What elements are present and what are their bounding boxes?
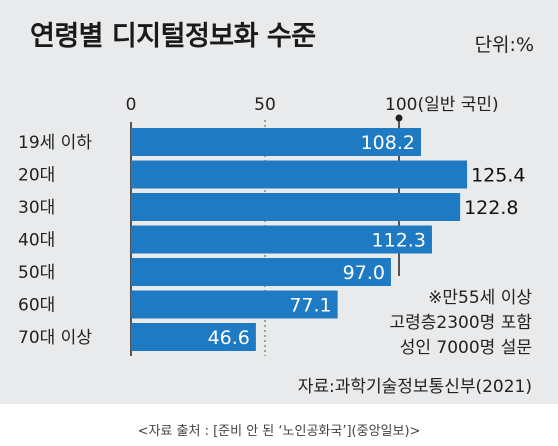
reference-line-dot <box>395 114 403 122</box>
bar-chart: 0 50 100(일반 국민) 19세 이하 108.2 20대 125.4 30대 122.8… <box>18 95 525 356</box>
chart-title: 연령별 디지털정보화 수준 <box>30 21 316 52</box>
note-line-3: 성인 7000명 설문 <box>399 338 532 358</box>
category-label-3: 30대 <box>18 198 55 218</box>
x-tick-label-0: 0 <box>126 95 137 115</box>
category-label-7: 70대 이상 <box>18 328 92 348</box>
source-label: 자료:과학기술정보통신부(2021) <box>297 377 532 397</box>
note-line-2: 고령층2300명 포함 <box>389 313 532 333</box>
value-label-6: 77.1 <box>289 295 331 317</box>
survey-note: ※만55세 이상 고령층2300명 포함 성인 7000명 설문 <box>372 286 532 361</box>
bar-4 <box>131 225 432 254</box>
bar-2 <box>131 160 468 189</box>
bar-3 <box>131 193 461 221</box>
unit-label: 단위:% <box>474 34 534 56</box>
bar-6 <box>131 290 338 319</box>
note-line-1: ※만55세 이상 <box>428 288 532 308</box>
image-caption: <자료 출처 : [준비 안 된 ‘노인공화국’](중앙일보)> <box>137 424 421 439</box>
category-label-6: 60대 <box>18 296 55 316</box>
x-tick-label-50: 50 <box>254 95 276 115</box>
x-tick-label-100: 100(일반 국민) <box>385 95 499 115</box>
category-label-5: 50대 <box>18 263 55 283</box>
bar-5 <box>131 258 391 286</box>
category-label-1: 19세 이하 <box>18 133 92 153</box>
value-label-2: 125.4 <box>471 165 525 187</box>
category-label-2: 20대 <box>18 166 55 186</box>
value-label-1: 108.2 <box>361 132 415 154</box>
bar-7 <box>131 323 256 351</box>
category-label-4: 40대 <box>18 231 55 251</box>
value-label-4: 112.3 <box>372 230 426 252</box>
value-label-3: 122.8 <box>464 197 518 219</box>
value-label-5: 97.0 <box>343 262 385 284</box>
value-label-7: 46.6 <box>208 327 250 349</box>
bar-1 <box>131 128 421 156</box>
